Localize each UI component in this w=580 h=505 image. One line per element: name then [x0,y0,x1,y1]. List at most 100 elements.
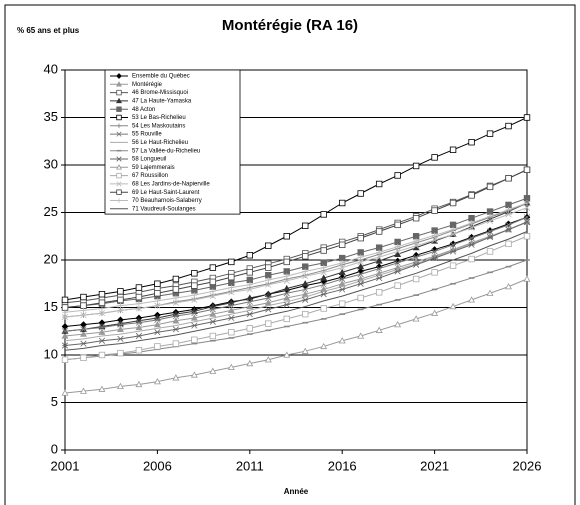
series-line [64,259,528,361]
marker [338,337,346,344]
marker [357,332,365,339]
marker [523,114,531,121]
legend-label: 67 Roussillon [132,173,168,179]
marker [339,260,345,266]
series [62,259,530,361]
marker [301,347,309,354]
marker [320,264,327,271]
marker [117,296,124,304]
series [61,166,531,311]
marker [320,274,328,281]
marker [98,385,106,392]
marker [61,389,69,396]
marker [191,270,198,277]
marker [117,288,124,295]
marker [116,325,124,332]
series [61,199,531,334]
marker [523,214,531,221]
marker [246,302,254,310]
marker [246,359,254,367]
marker [154,302,161,309]
marker [449,248,457,255]
marker [80,307,87,314]
marker [449,231,457,238]
marker [116,81,122,87]
marker [61,356,69,363]
legend-box [104,69,241,215]
x-tick-label: 2001 [51,458,80,473]
marker [283,294,291,301]
series-line [64,221,528,346]
marker [468,192,475,199]
marker [449,302,457,310]
marker [302,273,309,280]
marker [505,221,512,228]
marker [301,290,309,297]
marker [116,97,122,104]
marker [320,211,327,218]
marker [153,320,161,328]
marker [301,280,309,287]
marker [431,207,438,214]
marker [394,250,402,257]
marker [523,204,531,211]
x-tick-label: 2006 [143,458,172,473]
marker [172,312,179,320]
marker [357,280,364,287]
marker [320,247,327,254]
marker [468,241,475,248]
marker [228,284,235,291]
marker [153,377,161,385]
marker [172,326,179,333]
marker [209,264,217,271]
marker [450,226,456,233]
series-line [64,202,528,332]
marker [431,154,438,161]
marker [62,309,68,316]
marker [339,264,346,271]
marker [486,130,494,137]
marker [136,300,142,307]
marker [468,220,475,226]
legend-label: 56 Le Haut-Richelieu [132,140,188,146]
legend-label: 48 Acton [132,107,155,113]
marker [357,254,364,260]
marker [135,305,143,312]
marker [376,249,382,256]
series-line [64,221,528,342]
marker [375,289,383,296]
marker [80,354,87,362]
marker [190,371,198,378]
marker [116,198,122,203]
marker [486,228,494,235]
marker [376,274,383,282]
marker [505,226,512,233]
marker [468,138,475,146]
legend-label: 59 Lajemmerais [132,165,175,171]
marker [505,122,512,130]
marker [302,310,309,318]
x-tick-label: 2026 [513,458,542,473]
marker [394,248,401,255]
legend-label: 71 Vaudreuil-Soulanges [132,206,196,212]
marker [357,234,364,242]
marker [283,233,290,240]
marker [191,336,198,343]
marker [98,310,106,317]
marker [339,286,346,293]
y-tick-label: 5 [51,394,58,409]
marker [80,293,87,301]
marker [357,271,364,278]
marker [468,235,475,242]
marker [302,252,309,260]
marker [209,367,217,374]
marker [209,310,217,317]
marker [302,268,309,275]
marker [523,166,531,173]
chart-title: Montérégie (RA 16) [222,17,358,34]
marker [302,296,309,303]
x-tick-label: 2016 [328,458,357,473]
marker [394,243,401,250]
marker [375,228,383,235]
